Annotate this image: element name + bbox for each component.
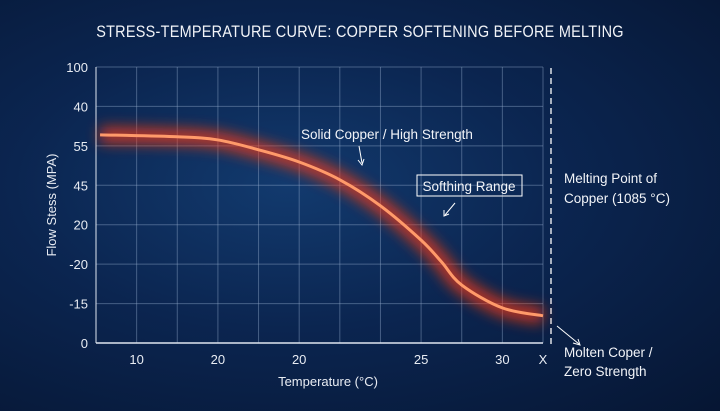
x-tick-label: X	[539, 352, 548, 367]
arrow-softening	[444, 202, 456, 216]
y-tick-label: 55	[74, 139, 88, 154]
annotation-softening-range: Softhing Range	[422, 179, 515, 194]
arrow-head-molten	[572, 338, 581, 346]
curve-glow	[99, 126, 545, 324]
y-tick-label: 0	[81, 336, 88, 351]
arrow-molten	[556, 325, 580, 345]
arrow-head-solid	[357, 158, 365, 167]
y-tick-label: 40	[74, 99, 88, 114]
y-tick-label: 45	[74, 178, 88, 193]
annotation-molten-1: Molten Coper /	[564, 345, 653, 360]
x-axis-label: Temperature (°C)	[278, 374, 378, 389]
x-tick-label: 20	[292, 352, 306, 367]
annotation-melting-2: Copper (1085 °C)	[564, 191, 670, 206]
softening-range-box	[416, 174, 523, 197]
annotation-molten-2: Zero Strength	[564, 364, 647, 379]
y-axis-label: Flow Stess (MPA)	[44, 153, 59, 256]
y-tick-label: -15	[69, 297, 88, 312]
x-tick-label: 30	[495, 352, 509, 367]
x-tick-label: 20	[211, 352, 225, 367]
series-line	[100, 133, 544, 318]
annotation-melting-1: Melting Point of	[564, 171, 657, 186]
x-tick-label: 25	[414, 352, 428, 367]
y-tick-label: -20	[69, 257, 88, 272]
y-tick-label: 100	[66, 60, 88, 75]
y-tick-label: 20	[74, 218, 88, 233]
arrow-solid-copper	[358, 145, 363, 164]
arrow-head-softening	[443, 210, 450, 217]
x-tick-label: 10	[129, 352, 143, 367]
annotation-solid-copper: Solid Copper / High Strength	[301, 127, 473, 142]
chart-title: STRESS-TEMPERATURE CURVE: COPPER SOFTENI…	[96, 22, 624, 41]
